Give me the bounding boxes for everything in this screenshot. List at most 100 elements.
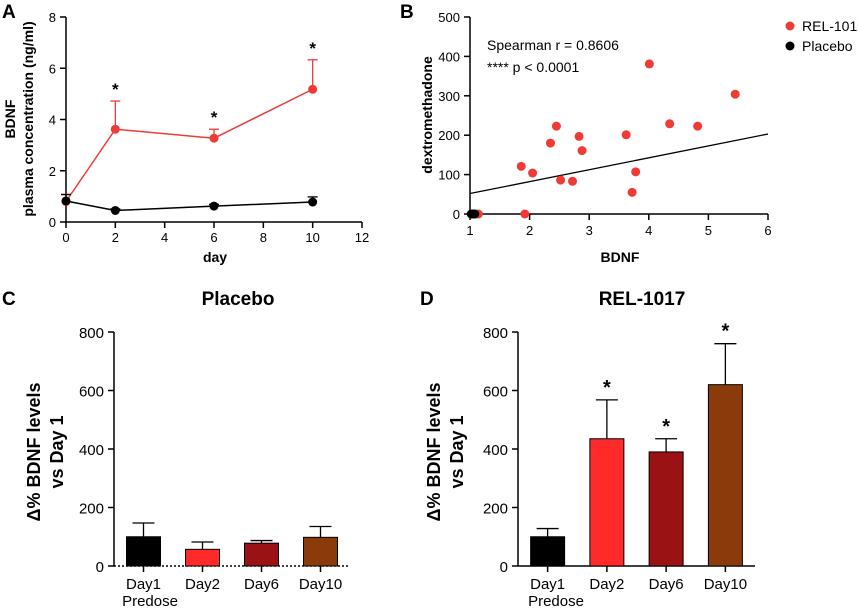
panel-d-bar-day2 (589, 438, 625, 567)
data-point-rel-1017 (209, 133, 219, 143)
legend-label-placebo: Placebo (802, 38, 853, 54)
panel-c-title: Placebo (202, 289, 275, 310)
panel-c-x-tick-label: Day6 (244, 576, 279, 593)
panel-c-y-tick-label: 800 (79, 325, 104, 342)
panel-b-x-tick-label: 4 (645, 223, 652, 238)
scatter-point-rel-1017 (693, 121, 703, 131)
data-point-placebo (110, 205, 120, 215)
scatter-point-rel-1017 (556, 175, 566, 185)
panel-a-x-tick-label: 4 (161, 230, 168, 245)
data-point-rel-1017 (110, 124, 120, 134)
panel-c-bar-day1 (126, 536, 161, 567)
panel-a-x-tick-label: 8 (260, 230, 267, 245)
panel-d-significance-marker: * (662, 416, 670, 438)
panel-a-x-tick-label: 2 (112, 230, 119, 245)
panel-d-ylabel-line1: Δ% BDNF levels (424, 383, 444, 522)
panel-a-y-tick-label: 0 (49, 215, 56, 230)
panel-d-significance-marker: * (603, 377, 611, 399)
panel-c-y-tick-label: 200 (79, 501, 104, 518)
legend-marker-placebo (785, 41, 795, 51)
panel-a-ylabel-line2: plasma concentration (ng/ml) (20, 21, 36, 216)
panel-b-x-tick-label: 2 (526, 223, 533, 238)
panel-d-y-tick-label: 400 (483, 442, 508, 459)
scatter-point-rel-1017 (631, 167, 641, 177)
scatter-point-rel-1017 (545, 138, 555, 148)
panel-a-x-tick-label: 0 (62, 230, 69, 245)
scatter-point-rel-1017 (665, 119, 675, 129)
panel-a-line-chart: BDNF plasma concentration (ng/ml) day 0 2… (2, 10, 369, 265)
panel-a-y-tick-label: 6 (49, 61, 56, 76)
panel-d-y-tick-label: 0 (500, 559, 508, 576)
panel-c-bar-day10 (303, 536, 338, 567)
scatter-point-rel-1017 (577, 146, 587, 156)
panel-c-y-tick-label: 0 (96, 559, 104, 576)
panel-c-y-tick-label: 600 (79, 384, 104, 401)
panel-d-bar-day6 (648, 451, 684, 567)
legend-label-rel-1017: REL-1017 (802, 18, 858, 34)
legend-marker-rel-1017 (785, 21, 795, 31)
panel-d-bar-chart: REL-1017 Δ% BDNF levels vs Day 1 Predose… (424, 289, 755, 610)
panel-b-scatter-chart: dextromethadone BDNF Spearman r = 0.8606… (419, 10, 858, 265)
panel-b-y-tick-label: 500 (438, 10, 460, 25)
panel-b-y-tick-label: 400 (438, 49, 460, 64)
panel-d-x-tick-label: Day2 (589, 576, 624, 593)
panel-a-ylabel-line1: BDNF (2, 99, 18, 138)
panel-d-y-tick-label: 200 (483, 501, 508, 518)
panel-b-stat-r: Spearman r = 0.8606 (487, 37, 619, 53)
significance-marker: * (309, 39, 316, 58)
panel-b-ylabel: dextromethadone (419, 56, 435, 174)
panel-d-y-tick-label: 800 (483, 325, 508, 342)
panel-d-title: REL-1017 (599, 289, 686, 310)
panel-a-x-tick-label: 6 (210, 230, 217, 245)
panel-c-bar-day6 (244, 542, 279, 567)
scatter-point-rel-1017 (730, 89, 740, 99)
panel-d-bar-day10 (707, 384, 743, 567)
panel-d-significance-marker: * (721, 321, 729, 343)
panel-label-d: D (420, 289, 434, 310)
panel-b-y-tick-label: 100 (438, 168, 460, 183)
panel-c-x-tick-label: Day10 (299, 576, 342, 593)
data-point-placebo (209, 201, 219, 211)
panel-label-c: C (2, 289, 16, 310)
data-point-rel-1017 (308, 84, 318, 94)
panel-d-x-tick-label: Day6 (649, 576, 684, 593)
scatter-point-rel-1017 (551, 121, 561, 131)
series-line-rel-1017 (65, 88, 313, 202)
panel-a-y-tick-label: 8 (49, 10, 56, 25)
significance-marker: * (211, 108, 218, 127)
panel-label-a: A (2, 2, 16, 23)
scatter-point-placebo (470, 209, 480, 219)
panel-b-y-tick-label: 200 (438, 128, 460, 143)
panel-a-x-tick-label: 12 (355, 230, 369, 245)
panel-b-xlabel: BDNF (601, 249, 640, 265)
data-point-placebo (61, 196, 71, 206)
panel-c-x-tick-label: Day2 (185, 576, 220, 593)
scatter-point-rel-1017 (644, 59, 654, 69)
significance-marker: * (112, 80, 119, 99)
panel-a-y-tick-label: 2 (49, 164, 56, 179)
panel-a-x-tick-label: 10 (305, 230, 319, 245)
scatter-point-rel-1017 (621, 130, 631, 140)
scatter-point-rel-1017 (516, 161, 526, 171)
panel-b-y-tick-label: 0 (453, 207, 460, 222)
panel-b-stat-p: **** p < 0.0001 (487, 59, 579, 75)
panel-d-bar-day1 (530, 536, 566, 567)
panel-c-sub-label: Predose (122, 593, 178, 610)
series-line-placebo (65, 200, 313, 212)
scatter-point-rel-1017 (574, 131, 584, 141)
scatter-point-rel-1017 (568, 176, 578, 186)
panel-c-ylabel-line1: Δ% BDNF levels (24, 383, 44, 522)
panel-d-ylabel-line2: vs Day 1 (447, 415, 467, 488)
panel-b-y-tick-label: 300 (438, 89, 460, 104)
panel-d-x-tick-label: Day1 (530, 576, 565, 593)
scatter-point-rel-1017 (528, 168, 538, 178)
scatter-point-rel-1017 (627, 187, 637, 197)
panel-a-y-tick-label: 4 (49, 113, 56, 128)
panel-d-y-tick-label: 600 (483, 384, 508, 401)
panel-d-sub-label: Predose (528, 593, 584, 610)
panel-b-x-tick-label: 5 (705, 223, 712, 238)
panel-c-ylabel-line2: vs Day 1 (47, 415, 67, 488)
data-point-placebo (308, 197, 318, 207)
panel-b-x-tick-label: 6 (764, 223, 771, 238)
